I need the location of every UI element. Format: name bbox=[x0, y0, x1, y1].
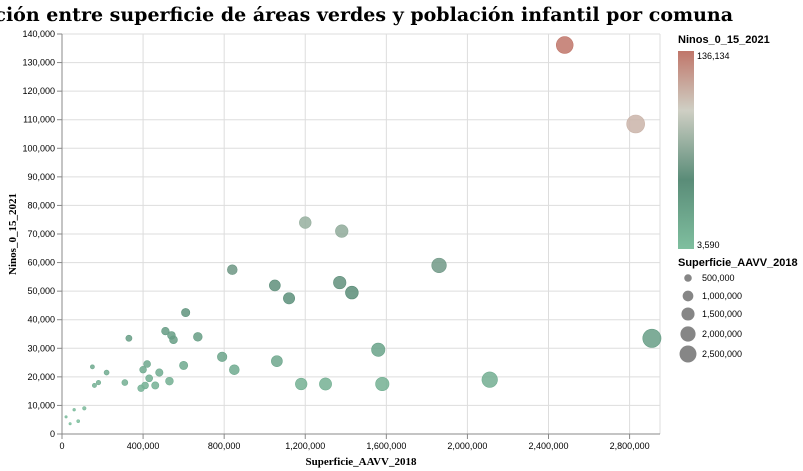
size-legend-label: 1,500,000 bbox=[702, 309, 742, 319]
data-point bbox=[121, 379, 129, 386]
data-point bbox=[155, 368, 164, 377]
data-point bbox=[555, 36, 574, 54]
data-point bbox=[179, 360, 189, 370]
x-tick-label: 2,800,000 bbox=[610, 441, 650, 451]
data-point bbox=[137, 384, 145, 392]
y-tick-label: 130,000 bbox=[22, 58, 55, 68]
data-point bbox=[271, 355, 283, 367]
size-legend-symbol bbox=[684, 274, 692, 282]
size-legend-label: 2,000,000 bbox=[702, 329, 742, 339]
color-legend: Ninos_0_15_2021 136,134 3,590 bbox=[678, 34, 770, 250]
data-point bbox=[82, 406, 87, 411]
data-point bbox=[68, 422, 72, 426]
y-tick-label: 50,000 bbox=[27, 286, 55, 296]
y-tick-label: 90,000 bbox=[27, 172, 55, 182]
data-point bbox=[193, 332, 203, 342]
grid bbox=[61, 33, 661, 435]
data-point bbox=[72, 408, 76, 412]
data-point bbox=[299, 216, 312, 229]
size-legend-symbol bbox=[679, 345, 697, 363]
y-tick-label: 70,000 bbox=[27, 229, 55, 239]
x-tick-label: 2,400,000 bbox=[528, 441, 568, 451]
data-point bbox=[103, 369, 110, 376]
x-tick-label: 800,000 bbox=[208, 441, 241, 451]
data-point bbox=[333, 276, 347, 290]
x-tick-label: 400,000 bbox=[127, 441, 160, 451]
data-points bbox=[64, 36, 662, 426]
y-tick-label: 10,000 bbox=[27, 400, 55, 410]
size-legend-symbol bbox=[681, 307, 695, 321]
data-point bbox=[95, 379, 102, 386]
x-tick-label: 0 bbox=[59, 441, 64, 451]
data-point bbox=[139, 366, 147, 374]
data-point bbox=[371, 342, 386, 357]
data-point bbox=[143, 360, 151, 368]
y-tick-label: 100,000 bbox=[22, 143, 55, 153]
data-point bbox=[345, 285, 359, 300]
size-legend-label: 1,000,000 bbox=[702, 291, 742, 301]
size-legend-title: Superficie_AAVV_2018 bbox=[678, 257, 798, 269]
data-point bbox=[151, 381, 160, 390]
size-legend-label: 2,500,000 bbox=[702, 349, 742, 359]
data-point bbox=[217, 351, 228, 362]
color-legend-gradient bbox=[678, 51, 694, 249]
color-legend-min-label: 3,590 bbox=[697, 240, 720, 250]
y-tick-label: 20,000 bbox=[27, 372, 55, 382]
y-tick-label: 60,000 bbox=[27, 258, 55, 268]
data-point bbox=[295, 377, 308, 391]
x-tick-label: 2,000,000 bbox=[447, 441, 487, 451]
y-tick-label: 0 bbox=[50, 429, 55, 439]
y-tick-label: 110,000 bbox=[23, 115, 55, 125]
data-point bbox=[76, 419, 81, 423]
chart-title: Relación entre superficie de áreas verde… bbox=[0, 4, 733, 26]
size-legend-symbol bbox=[680, 326, 696, 342]
data-point bbox=[335, 224, 349, 238]
data-point bbox=[161, 327, 170, 336]
y-tick-label: 40,000 bbox=[27, 315, 55, 325]
data-point bbox=[626, 114, 645, 134]
y-tick-label: 80,000 bbox=[27, 200, 55, 210]
y-tick-label: 120,000 bbox=[22, 86, 55, 96]
data-point bbox=[227, 264, 238, 275]
data-point bbox=[431, 257, 447, 274]
axes: 0 400,000 800,000 1,200,000 1,600,000 2,000,0… bbox=[22, 29, 660, 451]
data-point bbox=[181, 308, 191, 318]
data-point bbox=[167, 331, 176, 340]
size-legend-label: 500,000 bbox=[702, 273, 735, 283]
x-tick-label: 1,200,000 bbox=[285, 441, 325, 451]
size-legend: Superficie_AAVV_2018 500,000 1,000,000 1,5… bbox=[678, 257, 798, 363]
data-point bbox=[269, 279, 281, 292]
y-tick-label: 140,000 bbox=[22, 29, 55, 39]
data-point bbox=[145, 374, 153, 383]
x-axis-title: Superficie_AAVV_2018 bbox=[305, 456, 417, 468]
data-point bbox=[375, 376, 390, 392]
data-point bbox=[481, 371, 498, 388]
y-tick-label: 30,000 bbox=[27, 343, 55, 353]
data-point bbox=[165, 376, 174, 386]
color-legend-title: Ninos_0_15_2021 bbox=[678, 34, 770, 46]
data-point bbox=[64, 415, 68, 419]
color-legend-max-label: 136,134 bbox=[697, 51, 730, 61]
data-point bbox=[642, 328, 662, 348]
data-point bbox=[229, 364, 240, 375]
y-axis-title: Ninos_0_15_2021 bbox=[7, 193, 19, 275]
x-tick-label: 1,600,000 bbox=[366, 441, 406, 451]
data-point bbox=[90, 364, 95, 370]
data-point bbox=[125, 334, 133, 342]
data-point bbox=[91, 382, 97, 388]
size-legend-symbol bbox=[682, 290, 694, 302]
data-point bbox=[319, 377, 332, 391]
data-point bbox=[283, 292, 296, 305]
